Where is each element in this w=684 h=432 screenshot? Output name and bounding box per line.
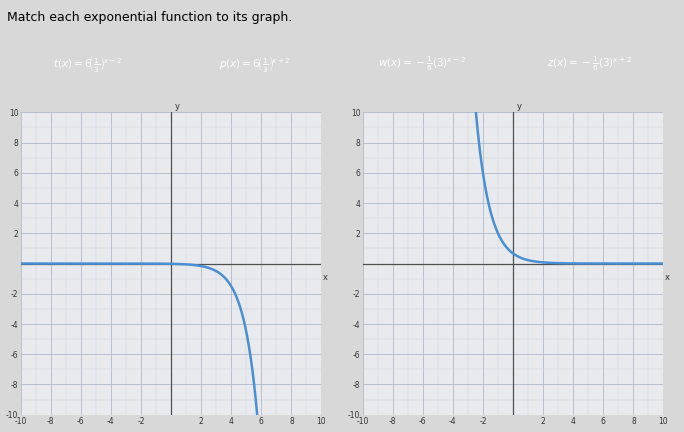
Text: $t(x) = 6\!\left(\frac{1}{3}\right)^{\!x-2}$: $t(x) = 6\!\left(\frac{1}{3}\right)^{\!x… xyxy=(53,54,122,74)
Text: $w(x) = -\frac{1}{6}(3)^{x-2}$: $w(x) = -\frac{1}{6}(3)^{x-2}$ xyxy=(378,54,466,73)
Text: Match each exponential function to its graph.: Match each exponential function to its g… xyxy=(7,11,292,24)
Text: x: x xyxy=(323,273,328,282)
Text: y: y xyxy=(516,102,522,111)
Text: $z(x) = -\frac{1}{6}(3)^{x+2}$: $z(x) = -\frac{1}{6}(3)^{x+2}$ xyxy=(547,54,633,73)
Text: $p(x) = 6\!\left(\frac{1}{3}\right)^{\!x+2}$: $p(x) = 6\!\left(\frac{1}{3}\right)^{\!x… xyxy=(219,54,291,74)
Text: x: x xyxy=(665,273,670,282)
Text: y: y xyxy=(175,102,180,111)
